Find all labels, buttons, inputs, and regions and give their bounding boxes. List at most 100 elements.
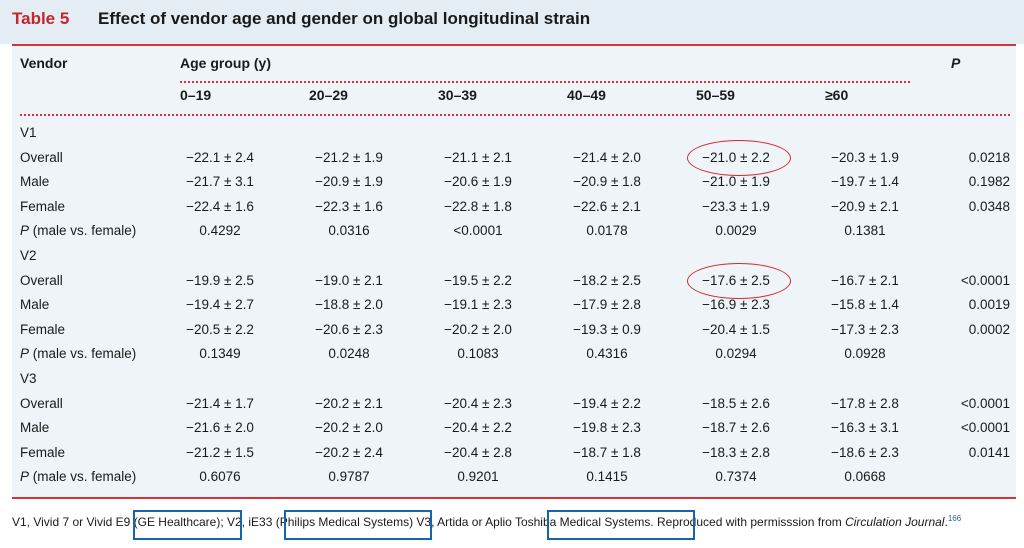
highlight-ellipse-v2 — [687, 263, 791, 299]
table-cell: −21.2 ± 1.9 — [315, 149, 383, 165]
row-label-p: P — [20, 223, 30, 239]
row-label: Overall — [20, 272, 63, 288]
p-value-cell: 0.0348 — [968, 198, 1010, 214]
table-cell: −18.7 ± 2.6 — [702, 420, 770, 436]
highlight-box-toshiba — [547, 510, 695, 540]
table-cell: −17.3 ± 2.3 — [831, 321, 899, 337]
table-cell: 0.0668 — [844, 469, 886, 485]
title-bar: Table 5 Effect of vendor age and gender … — [0, 0, 1024, 44]
footnote-part4: . Reproduced with permisssion from — [650, 515, 846, 529]
table-cell: −19.9 ± 2.5 — [186, 272, 254, 288]
header-rule — [20, 114, 1010, 116]
table-label: Table 5 — [12, 9, 70, 28]
bottom-rule — [12, 497, 1016, 499]
table-cell: −20.5 ± 2.2 — [186, 321, 254, 337]
table-cell: −17.9 ± 2.8 — [573, 297, 641, 313]
footnote-ref: 166 — [947, 514, 962, 523]
table-cell: −20.4 ± 2.3 — [444, 395, 512, 411]
table-cell: −22.1 ± 2.4 — [186, 149, 254, 165]
table-cell: −19.0 ± 2.1 — [315, 272, 383, 288]
table-cell: 0.0248 — [328, 346, 370, 362]
highlight-ellipse-v1 — [687, 140, 791, 176]
row-label-rest: (male vs. female) — [29, 223, 137, 239]
table-cell: <0.0001 — [453, 223, 503, 239]
table-cell: −21.4 ± 1.7 — [186, 395, 254, 411]
table-area — [12, 44, 1016, 499]
table-cell: −20.3 ± 1.9 — [831, 149, 899, 165]
table-cell: 0.9201 — [457, 469, 499, 485]
p-value-cell: <0.0001 — [960, 272, 1010, 288]
footnote-part2: V2, iE33 — [223, 515, 273, 529]
row-label: P (male vs. female) — [20, 346, 136, 361]
footnote: V1, Vivid 7 or Vivid E9 (GE Healthcare);… — [12, 514, 962, 529]
table-cell: −20.2 ± 2.0 — [444, 321, 512, 337]
row-label: Overall — [20, 395, 63, 411]
table-title: Effect of vendor age and gender on globa… — [98, 9, 591, 28]
footnote-philips: (Philips Medical Systems) — [275, 515, 414, 529]
table-cell: −23.3 ± 1.9 — [702, 198, 770, 214]
p-value-cell: <0.0001 — [960, 395, 1010, 411]
row-label: P (male vs. female) — [20, 469, 136, 484]
table-cell: −20.9 ± 2.1 — [831, 198, 899, 214]
table-cell: −20.4 ± 2.8 — [444, 444, 512, 460]
table-cell: −16.9 ± 2.3 — [702, 297, 770, 313]
top-rule — [12, 44, 1016, 46]
table-cell: 0.9787 — [328, 469, 370, 485]
row-label: Male — [20, 297, 50, 313]
table-cell: −20.4 ± 2.2 — [444, 420, 512, 436]
table-cell: −18.8 ± 2.0 — [315, 297, 383, 313]
table-cell: −18.2 ± 2.5 — [573, 272, 641, 288]
table-cell: −22.3 ± 1.6 — [315, 198, 383, 214]
table-cell: 0.0316 — [328, 223, 370, 239]
table-cell: 0.1349 — [199, 346, 241, 362]
p-value-cell: 0.0002 — [968, 321, 1010, 337]
table-cell: −19.3 ± 0.9 — [573, 321, 641, 337]
footnote-ge: (GE Healthcare); — [133, 515, 224, 529]
table-cell: −20.6 ± 2.3 — [315, 321, 383, 337]
table-cell: −19.5 ± 2.2 — [444, 272, 512, 288]
age-header-2: 30–39 — [438, 87, 477, 103]
table-cell: −18.7 ± 1.8 — [573, 444, 641, 460]
age-header-3: 40–49 — [567, 87, 606, 103]
table-cell: 0.0029 — [715, 223, 757, 239]
row-label: Female — [20, 444, 66, 460]
table-cell: −20.4 ± 1.5 — [702, 321, 770, 337]
table-cell: −19.4 ± 2.2 — [573, 395, 641, 411]
row-label: Overall — [20, 149, 63, 165]
p-value-cell: 0.0019 — [968, 297, 1010, 313]
age-header-5: ≥60 — [825, 87, 849, 103]
table-cell: 0.0294 — [715, 346, 757, 362]
age-header-1: 20–29 — [309, 87, 348, 103]
table-cell: 0.4292 — [199, 223, 241, 239]
row-label: Male — [20, 420, 50, 436]
footnote-journal: Circulation Journal — [845, 515, 945, 529]
table-cell: −20.2 ± 2.4 — [315, 444, 383, 460]
table-cell: −22.8 ± 1.8 — [444, 198, 512, 214]
row-label-rest: (male vs. female) — [29, 469, 137, 485]
table-cell: −19.7 ± 1.4 — [831, 174, 899, 190]
table-cell: −18.3 ± 2.8 — [702, 444, 770, 460]
table-cell: −20.6 ± 1.9 — [444, 174, 512, 190]
table-cell: −20.9 ± 1.8 — [573, 174, 641, 190]
p-value-cell: 0.0218 — [968, 149, 1010, 165]
vendor-group-label: V1 — [20, 125, 37, 140]
table-cell: −19.4 ± 2.7 — [186, 297, 254, 313]
footnote-part1: V1, Vivid 7 or Vivid E9 — [12, 515, 131, 529]
table-cell: −21.4 ± 2.0 — [573, 149, 641, 165]
table-cell: −18.6 ± 2.3 — [831, 444, 899, 460]
highlight-box-ge — [133, 510, 242, 540]
row-label: Male — [20, 174, 50, 190]
age-header-4: 50–59 — [696, 87, 735, 103]
row-label-p: P — [20, 346, 30, 362]
p-value-cell: <0.0001 — [960, 420, 1010, 436]
footnote-part3: V3, Artida or Aplio — [413, 515, 515, 529]
table-cell: −22.6 ± 2.1 — [573, 198, 641, 214]
table-cell: 0.6076 — [199, 469, 241, 485]
table-cell: −15.8 ± 1.4 — [831, 297, 899, 313]
table-cell: −21.7 ± 3.1 — [186, 174, 254, 190]
table-cell: −18.5 ± 2.6 — [702, 395, 770, 411]
table-cell: −20.2 ± 2.0 — [315, 420, 383, 436]
table-cell: −16.7 ± 2.1 — [831, 272, 899, 288]
vendor-group-label: V3 — [20, 371, 37, 386]
table-cell: −17.8 ± 2.8 — [831, 395, 899, 411]
